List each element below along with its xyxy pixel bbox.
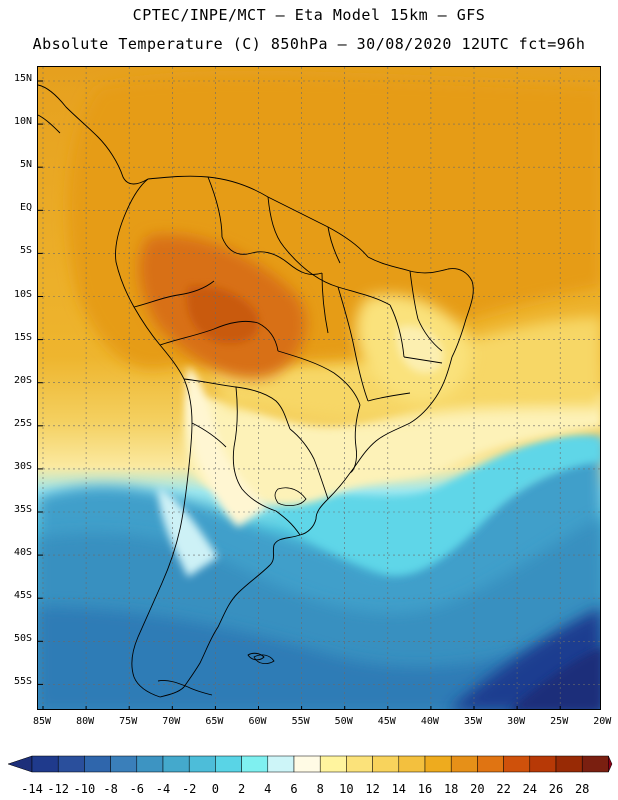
lon-label: 55W	[291, 716, 310, 727]
lat-lon-grid	[38, 67, 600, 709]
colorbar-label: 14	[391, 782, 407, 796]
colorbar-swatch	[31, 755, 59, 773]
colorbar-label: -12	[47, 782, 70, 796]
colorbar-swatch	[162, 755, 190, 773]
lat-label: EQ	[19, 202, 32, 214]
colorbar-swatch	[424, 755, 452, 773]
lon-label: 75W	[119, 716, 138, 727]
colorbar-swatch	[555, 755, 583, 773]
colorbar-label: 26	[548, 782, 564, 796]
colorbar-swatch	[57, 755, 85, 773]
lon-label: 25W	[550, 716, 569, 727]
colorbar-label: 20	[470, 782, 485, 796]
lat-label: 50S	[13, 633, 32, 645]
colorbar-label: 0	[211, 782, 219, 796]
colorbar-label: -6	[129, 782, 145, 796]
lon-label: 80W	[76, 716, 95, 727]
colorbar-label: 6	[290, 782, 298, 796]
lon-label: 40W	[420, 716, 439, 727]
lon-label: 35W	[463, 716, 483, 727]
colorbar-swatch	[319, 755, 347, 773]
lat-label: 40S	[13, 547, 32, 559]
colorbar-swatch	[477, 755, 504, 773]
colorbar-label: 28	[574, 782, 590, 796]
colorbar-label: 16	[417, 782, 433, 796]
lat-label: 35S	[13, 504, 32, 515]
lon-label: 65W	[205, 716, 224, 727]
colorbar-label: -2	[181, 782, 197, 796]
lat-label: 25S	[13, 417, 32, 429]
colorbar-swatch	[372, 755, 400, 773]
colorbar-label: 24	[522, 782, 538, 796]
temperature-map[interactable]	[37, 66, 601, 710]
colorbar-label: -14	[21, 782, 43, 796]
title-line-2: Absolute Temperature (C) 850hPa — 30/08/…	[32, 35, 586, 53]
colorbar-swatch	[581, 755, 609, 773]
lon-label: 60W	[248, 716, 267, 727]
colorbar-label: 4	[264, 782, 272, 796]
colorbar-label: 18	[443, 782, 459, 796]
lon-label: 85W	[32, 716, 52, 727]
coastline-and-borders	[38, 84, 474, 698]
colorbar-label: 12	[365, 782, 380, 796]
colorbar-label: 10	[339, 782, 354, 796]
lat-label: 5S	[19, 245, 32, 257]
lat-label: 5N	[19, 159, 32, 171]
title-line-1: CPTEC/INPE/MCT — Eta Model 15km — GFS	[132, 6, 486, 24]
colorbar-label: -4	[155, 782, 171, 796]
lat-label: 45S	[13, 590, 32, 602]
colorbar-swatch	[346, 755, 373, 773]
lon-label: 45W	[377, 716, 396, 727]
lat-label: 10S	[13, 288, 32, 300]
lat-label: 15S	[13, 331, 32, 343]
colorbar-swatch	[503, 755, 531, 773]
colorbar-swatch	[215, 755, 242, 773]
colorbar-swatch	[136, 755, 164, 773]
colorbar-swatch	[529, 755, 557, 773]
colorbar-swatch	[241, 755, 269, 773]
colorbar-swatch	[84, 755, 111, 773]
colorbar	[7, 755, 613, 773]
colorbar-label: 2	[237, 782, 246, 796]
colorbar-label: 8	[316, 782, 324, 796]
lat-label: 55S	[13, 676, 32, 688]
lon-label: 20W	[593, 716, 612, 727]
lat-label: 15N	[13, 73, 32, 84]
lat-label: 20S	[13, 374, 32, 386]
colorbar-swatch	[398, 755, 426, 773]
colorbar-label: -10	[73, 782, 96, 796]
colorbar-max-arrow	[608, 755, 613, 773]
lat-label: 10N	[13, 116, 32, 128]
colorbar-min-arrow	[7, 755, 33, 773]
lon-label: 50W	[334, 716, 353, 727]
colorbar-swatch	[267, 755, 295, 773]
colorbar-swatch	[450, 755, 478, 773]
temperature-field	[38, 67, 600, 709]
colorbar-swatch	[293, 755, 321, 773]
colorbar-label: 22	[496, 782, 511, 796]
lakes	[253, 487, 307, 665]
lon-label: 70W	[162, 716, 181, 727]
lon-label: 30W	[507, 716, 526, 727]
lat-label: 30S	[13, 460, 32, 472]
colorbar-label: -8	[103, 782, 118, 796]
colorbar-swatch	[110, 755, 138, 773]
colorbar-swatch	[188, 755, 216, 773]
